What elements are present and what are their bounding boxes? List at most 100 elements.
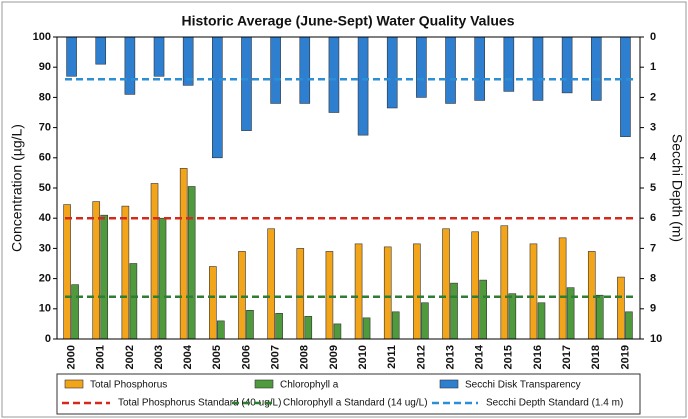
x-tick-label: 2007 <box>270 345 282 369</box>
y2-tick-label: 3 <box>650 122 656 134</box>
y2-tick-label: 1 <box>650 61 656 73</box>
bar <box>71 284 79 340</box>
bar <box>92 201 101 340</box>
legend-swatch <box>64 379 84 389</box>
bar <box>617 276 625 340</box>
x-tick-label: 2000 <box>65 345 77 369</box>
bar <box>95 36 107 65</box>
bar <box>590 36 602 101</box>
bar <box>209 266 217 340</box>
bar <box>479 279 487 340</box>
x-tick-label: 2006 <box>240 345 252 369</box>
bar <box>537 302 546 340</box>
y2-tick-label: 6 <box>650 212 656 224</box>
bar <box>532 36 544 101</box>
legend-label: Secchi Disk Transparency <box>465 380 581 391</box>
y-tick-label: 40 <box>39 212 51 224</box>
bar <box>325 251 334 340</box>
bar <box>383 246 392 340</box>
legend-box <box>56 373 641 415</box>
bar <box>246 310 254 340</box>
bar <box>421 302 429 340</box>
bar <box>296 248 305 340</box>
bar <box>129 263 138 340</box>
y2-tick-label: 0 <box>650 31 656 43</box>
bar <box>442 228 450 340</box>
bar <box>558 237 567 340</box>
bar <box>386 36 398 109</box>
bar <box>595 294 604 340</box>
y-axis-label: Concentration (µg/L) <box>9 124 25 252</box>
bar <box>124 36 136 95</box>
bar <box>333 323 342 340</box>
legend-label: Chlorophyll a <box>280 380 339 391</box>
bar <box>445 36 456 104</box>
bar <box>212 36 223 159</box>
bar <box>357 36 369 136</box>
bar <box>217 320 225 340</box>
bar <box>625 311 633 340</box>
y-tick-label: 60 <box>39 152 51 164</box>
bar <box>241 36 252 131</box>
x-tick-label: 2003 <box>153 345 165 369</box>
bar <box>416 36 427 98</box>
bar <box>238 251 246 340</box>
bar <box>304 316 313 340</box>
bar <box>275 313 283 340</box>
bar <box>121 205 130 340</box>
y-tick-label: 10 <box>39 303 51 315</box>
bar <box>328 36 340 113</box>
legend-label: Secchi Depth Standard (1.4 m) <box>486 398 623 409</box>
x-tick-label: 2001 <box>95 345 107 369</box>
bar <box>471 231 479 340</box>
x-tick-label: 2015 <box>503 345 515 369</box>
y-tick-label: 100 <box>33 31 51 43</box>
bar <box>500 225 509 340</box>
legend-swatch <box>254 379 274 389</box>
x-tick-label: 2014 <box>474 344 486 369</box>
y2-tick-label: 2 <box>650 91 656 103</box>
bar <box>561 36 573 94</box>
x-tick-label: 2013 <box>444 345 456 369</box>
bar <box>150 183 159 340</box>
bar <box>179 168 188 340</box>
x-tick-label: 2011 <box>386 345 398 369</box>
bar <box>267 228 275 340</box>
bar <box>299 36 311 104</box>
bar <box>620 36 631 137</box>
bar <box>503 36 515 92</box>
x-tick-label: 2005 <box>211 345 223 369</box>
x-tick-label: 2017 <box>561 345 573 369</box>
bar <box>474 36 485 101</box>
legend-label: Total Phosphorus <box>90 380 167 391</box>
y-tick-label: 50 <box>39 182 51 194</box>
y-tick-label: 30 <box>39 242 51 254</box>
bar <box>450 282 458 340</box>
bar <box>153 36 165 77</box>
legend-label: Chlorophyll a Standard (14 ug/L) <box>283 398 428 409</box>
x-tick-label: 2008 <box>299 345 311 369</box>
bar <box>362 317 371 340</box>
y2-tick-label: 9 <box>650 303 656 315</box>
y-tick-label: 70 <box>39 122 51 134</box>
chart-title: Historic Average (June-Sept) Water Quali… <box>182 13 515 29</box>
bar <box>158 217 167 340</box>
x-tick-label: 2004 <box>182 344 194 369</box>
bar <box>587 251 596 340</box>
bar <box>187 186 196 340</box>
y-tick-label: 80 <box>39 91 51 103</box>
x-tick-label: 2009 <box>328 345 340 369</box>
y-tick-label: 90 <box>39 61 51 73</box>
x-tick-label: 2010 <box>357 345 369 369</box>
x-tick-label: 2018 <box>590 345 602 369</box>
bar <box>66 36 77 77</box>
bar <box>566 287 575 340</box>
bar <box>63 204 71 340</box>
y2-tick-label: 10 <box>650 333 662 345</box>
bar <box>413 243 421 340</box>
x-tick-label: 2016 <box>532 345 544 369</box>
y2-tick-label: 4 <box>650 152 657 164</box>
x-tick-label: 2002 <box>124 345 136 369</box>
y-tick-label: 0 <box>45 333 51 345</box>
